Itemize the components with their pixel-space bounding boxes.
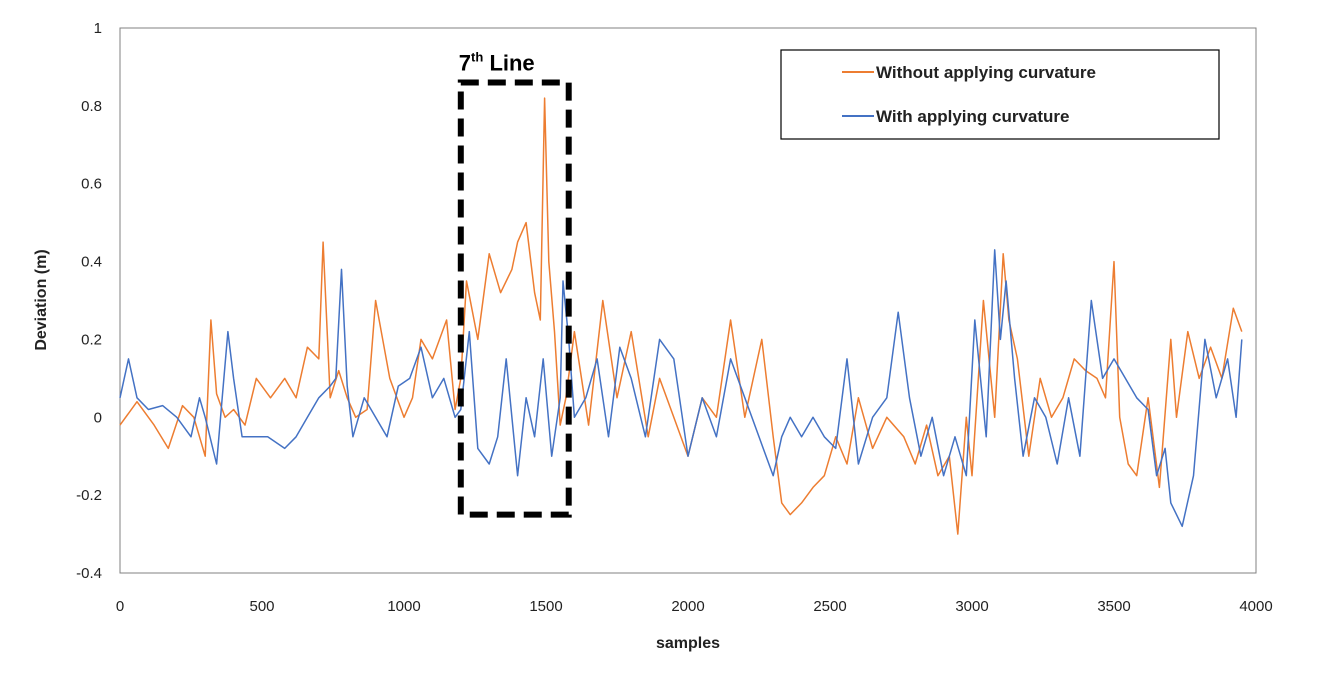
y-tick-label: 1 xyxy=(94,20,102,37)
series-line-without-curvature xyxy=(119,97,1243,535)
y-tick-label: 0.8 xyxy=(81,98,102,115)
legend-box xyxy=(780,49,1220,140)
y-tick-label: -0.4 xyxy=(76,565,102,582)
x-axis-title: samples xyxy=(656,635,720,652)
x-tick-label: 1000 xyxy=(387,598,420,615)
legend-label-without-curvature: Without applying curvature xyxy=(876,63,1096,82)
x-tick-label: 1500 xyxy=(529,598,562,615)
annotation-label: 7th Line xyxy=(459,50,535,76)
series-line-with-curvature xyxy=(119,249,1243,528)
x-tick-labels: 0 500 1000 1500 2000 2500 3000 3500 4000 xyxy=(116,598,1273,615)
y-tick-labels: -0.4 -0.2 0 0.2 0.4 0.6 0.8 1 xyxy=(76,20,102,582)
y-tick-label: 0.4 xyxy=(81,254,102,271)
y-tick-label: 0.2 xyxy=(81,331,102,348)
annotation-box xyxy=(457,79,572,518)
series-layer xyxy=(119,97,1243,535)
x-tick-label: 0 xyxy=(116,598,124,615)
annotation-7th-line: 7th Line xyxy=(457,50,572,518)
x-tick-label: 3000 xyxy=(955,598,988,615)
y-axis-title: Deviation (m) xyxy=(33,249,50,350)
y-tick-label: 0 xyxy=(94,409,102,426)
legend-label-with-curvature: With applying curvature xyxy=(876,107,1069,126)
y-tick-label: -0.2 xyxy=(76,487,102,504)
x-tick-label: 2000 xyxy=(671,598,704,615)
y-tick-label: 0.6 xyxy=(81,176,102,193)
x-tick-label: 3500 xyxy=(1097,598,1130,615)
x-tick-label: 2500 xyxy=(813,598,846,615)
legend: Without applying curvature With applying… xyxy=(780,49,1220,140)
x-tick-label: 4000 xyxy=(1239,598,1272,615)
x-tick-label: 500 xyxy=(249,598,274,615)
